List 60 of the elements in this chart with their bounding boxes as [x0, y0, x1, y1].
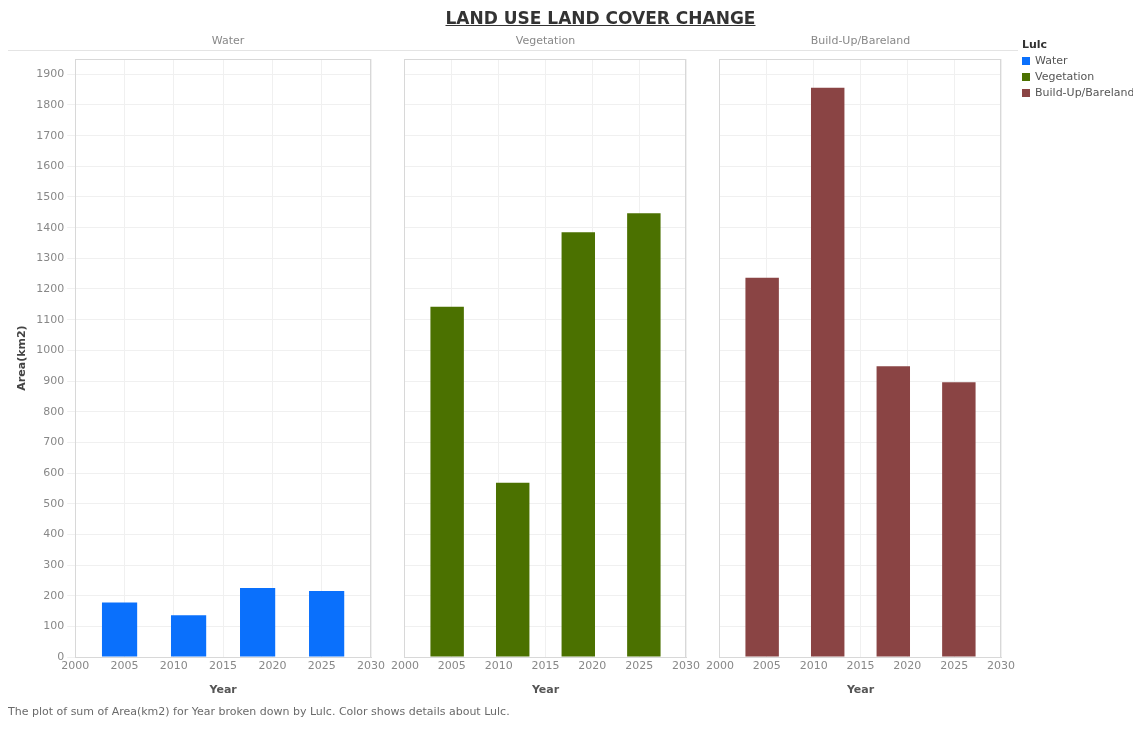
y-tick-label: 1100 — [36, 312, 65, 326]
x-tick-label: 2005 — [110, 659, 139, 673]
y-tick-label: 1000 — [36, 343, 65, 357]
bar — [811, 87, 845, 657]
x-tick-label: 2030 — [357, 659, 385, 673]
bar — [627, 213, 661, 657]
x-tick-label: 2020 — [893, 659, 922, 673]
x-tick-label: 2010 — [484, 659, 513, 673]
bar — [942, 382, 976, 657]
legend-label: Vegetation — [1035, 70, 1095, 83]
y-tick-label: 1500 — [36, 189, 65, 203]
x-tick-label: 2005 — [437, 659, 466, 673]
chart-subtitle: Water — [8, 34, 388, 51]
x-tick-label: 2000 — [706, 659, 734, 673]
x-axis-title: Year — [845, 683, 875, 697]
x-tick-label: 2020 — [258, 659, 287, 673]
y-tick-label: 1400 — [36, 220, 65, 234]
y-tick-label: 300 — [43, 557, 65, 571]
bar — [876, 366, 910, 657]
y-tick-label: 200 — [43, 588, 65, 602]
y-tick-label: 600 — [43, 465, 65, 479]
y-tick-label: 1900 — [36, 67, 65, 81]
chart-subtitle: Vegetation — [388, 34, 703, 51]
y-tick-label: 1700 — [36, 128, 65, 142]
y-axis-title: Area(km2) — [15, 325, 29, 391]
legend-title: Lulc — [1022, 38, 1049, 51]
x-tick-label: 2030 — [987, 659, 1015, 673]
x-tick-label: 2025 — [307, 659, 336, 673]
x-tick-label: 2010 — [159, 659, 188, 673]
x-axis-title: Year — [530, 683, 560, 697]
x-tick-label: 2000 — [391, 659, 419, 673]
x-tick-label: 2025 — [625, 659, 654, 673]
y-tick-label: 500 — [43, 496, 65, 510]
x-tick-label: 2025 — [940, 659, 969, 673]
y-tick-label: 400 — [43, 527, 65, 541]
bar — [745, 277, 779, 657]
legend-label: Build-Up/Bareland — [1035, 86, 1134, 99]
y-tick-label: 1800 — [36, 97, 65, 111]
y-tick-label: 900 — [43, 373, 65, 387]
x-tick-label: 2030 — [672, 659, 700, 673]
bar — [496, 482, 530, 657]
y-tick-label: 1600 — [36, 159, 65, 173]
x-tick-label: 2005 — [752, 659, 781, 673]
x-tick-label: 2015 — [209, 659, 238, 673]
x-axis-title: Year — [208, 683, 238, 697]
chart-subtitle: Build-Up/Bareland — [703, 34, 1018, 51]
y-tick-label: 800 — [43, 404, 65, 418]
x-tick-label: 2015 — [846, 659, 875, 673]
y-tick-label: 1300 — [36, 251, 65, 265]
bar — [430, 306, 464, 657]
x-tick-label: 2010 — [799, 659, 828, 673]
y-tick-label: 100 — [43, 619, 65, 633]
y-tick-label: 700 — [43, 435, 65, 449]
legend-label: Water — [1035, 54, 1068, 67]
text: The plot of sum of Area(km2) for Year broken down by Lulc. Color shows details about Lulc. — [8, 705, 511, 718]
bar — [561, 232, 595, 657]
y-tick-label: 1200 — [36, 281, 65, 295]
x-tick-label: 2020 — [578, 659, 607, 673]
chart-title: LAND USE LAND COVER CHANGE — [444, 8, 757, 30]
x-tick-label: 2015 — [531, 659, 560, 673]
